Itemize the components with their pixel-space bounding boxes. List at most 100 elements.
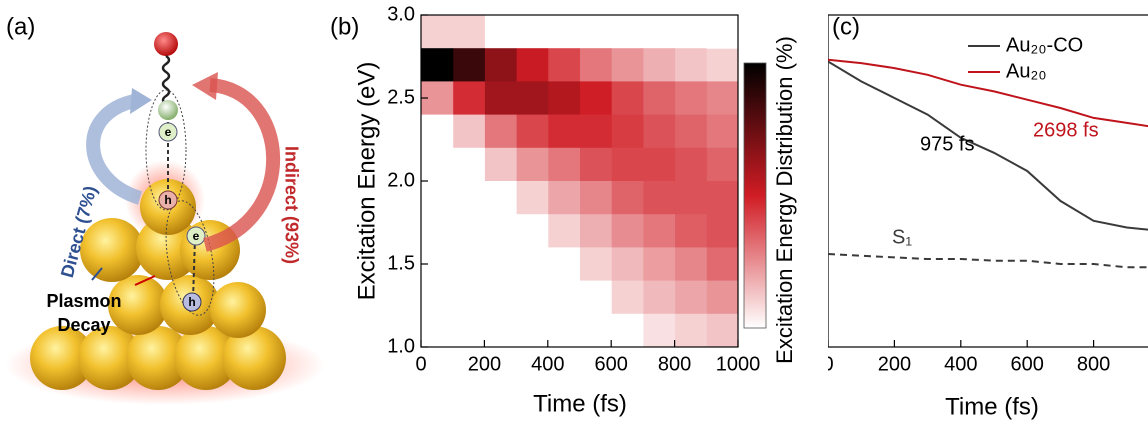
pair-link bbox=[192, 237, 196, 301]
heat-cell bbox=[611, 280, 644, 315]
heat-cell bbox=[547, 313, 580, 348]
heat-cell bbox=[674, 280, 707, 315]
heat-cell bbox=[706, 247, 739, 282]
heat-cell bbox=[516, 81, 549, 116]
heat-cell bbox=[674, 147, 707, 182]
x-tick-label: 600 bbox=[1011, 353, 1044, 375]
x-tick-label: 200 bbox=[468, 353, 501, 375]
series-line bbox=[828, 253, 1148, 269]
y-axis-label: Excitation Energy (eV) bbox=[353, 62, 380, 301]
decay-label: Plasmon bbox=[46, 291, 121, 311]
heat-cell bbox=[642, 247, 676, 282]
colorbar-label: Excitation Energy Distribution (%) bbox=[772, 36, 797, 364]
heat-cell bbox=[484, 114, 517, 149]
hole-label: h bbox=[164, 193, 171, 207]
heat-cell bbox=[452, 81, 485, 116]
heat-cell bbox=[579, 181, 612, 215]
decay-label: Decay bbox=[57, 315, 110, 335]
oxygen bbox=[154, 32, 178, 56]
plot-frame bbox=[420, 14, 739, 348]
heat-cell bbox=[547, 247, 580, 282]
heat-cell bbox=[579, 313, 612, 348]
bond bbox=[161, 54, 171, 106]
heat-cell bbox=[516, 114, 549, 149]
heat-cell bbox=[674, 181, 707, 215]
panel-b: 0 200 400 600 800 1000 1.0 1.5 2.0 2.5 3.0 Excitati… bbox=[330, 3, 797, 417]
heat-cell bbox=[642, 81, 676, 116]
heat-cell bbox=[421, 15, 454, 49]
heat-cell bbox=[674, 247, 707, 282]
heat-cell bbox=[642, 147, 676, 182]
heat-cell bbox=[547, 181, 580, 215]
heat-cell bbox=[516, 214, 549, 248]
heat-cell bbox=[642, 181, 676, 215]
x-tick-label: 400 bbox=[531, 353, 564, 375]
indirect-arrow bbox=[203, 78, 281, 252]
heat-cell bbox=[484, 81, 517, 116]
heat-cell bbox=[516, 15, 549, 49]
heat-cell bbox=[547, 48, 580, 82]
carbon bbox=[158, 100, 178, 120]
heat-cell bbox=[642, 48, 676, 82]
panel-label: (a) bbox=[6, 13, 35, 40]
heat-cell bbox=[706, 313, 739, 348]
heat-cell bbox=[642, 280, 676, 315]
y-tick-label: 2.5 bbox=[387, 86, 415, 108]
heat-cell bbox=[611, 81, 644, 116]
heat-cell bbox=[484, 280, 517, 315]
heat-cell bbox=[674, 114, 707, 149]
heat-cell bbox=[706, 48, 739, 82]
hole-label: h bbox=[188, 295, 195, 309]
indirect-arrow-head bbox=[192, 72, 218, 100]
heat-cell bbox=[484, 181, 517, 215]
series-line bbox=[828, 60, 1148, 231]
heat-cell bbox=[484, 147, 517, 182]
heat-cell bbox=[484, 15, 517, 49]
x-axis-label: Time (fs) bbox=[945, 393, 1039, 420]
heat-cell bbox=[516, 313, 549, 348]
heat-cell bbox=[452, 247, 485, 282]
heat-cell bbox=[706, 114, 739, 149]
electron-label: e bbox=[165, 125, 172, 139]
heat-cell bbox=[547, 114, 580, 149]
x-tick-label: 600 bbox=[595, 353, 628, 375]
hole bbox=[158, 190, 178, 210]
heat-cell bbox=[642, 313, 676, 348]
heat-cell bbox=[706, 280, 739, 315]
heat-cell bbox=[579, 48, 612, 82]
annotation: 975 fs bbox=[920, 133, 974, 155]
pointer bbox=[91, 267, 103, 281]
heat-cell bbox=[611, 114, 644, 149]
heat-cell bbox=[452, 15, 485, 49]
legend-label: Au₂₀ bbox=[1006, 60, 1047, 82]
heat-cell bbox=[611, 15, 644, 49]
heat-cell bbox=[611, 48, 644, 82]
indirect-label: Indirect (93%) bbox=[281, 146, 301, 264]
heat-cell bbox=[642, 114, 676, 149]
heat-cell bbox=[484, 313, 517, 348]
heat-cell bbox=[674, 15, 707, 49]
y-tick-label: 1.5 bbox=[387, 252, 415, 274]
x-axis-label: Time (fs) bbox=[533, 390, 627, 417]
heat-cell bbox=[421, 48, 454, 82]
heat-cell bbox=[421, 147, 454, 182]
electron-label: e bbox=[193, 229, 200, 243]
heat-cell bbox=[484, 247, 517, 282]
heat-cell bbox=[421, 313, 454, 348]
heat-cell bbox=[516, 247, 549, 282]
x-tick-label: 0 bbox=[415, 353, 426, 375]
heat-cell bbox=[674, 48, 707, 82]
heat-cell bbox=[452, 147, 485, 182]
heat-cell bbox=[421, 214, 454, 248]
heat-cell bbox=[516, 48, 549, 82]
panel-c: 0 200 400 600 800 Au₂₀-CO Au₂₀ S₁ 975 fs 2698 fs T… bbox=[822, 13, 1148, 420]
heat-cell bbox=[579, 247, 612, 282]
y-tick-label: 2.0 bbox=[387, 169, 415, 191]
x-tick-label: 400 bbox=[944, 353, 977, 375]
x-tick-label: 0 bbox=[822, 353, 833, 375]
heat-cell bbox=[516, 147, 549, 182]
heat-cell bbox=[611, 247, 644, 282]
heat-cell bbox=[579, 114, 612, 149]
series-label: S₁ bbox=[892, 226, 912, 248]
